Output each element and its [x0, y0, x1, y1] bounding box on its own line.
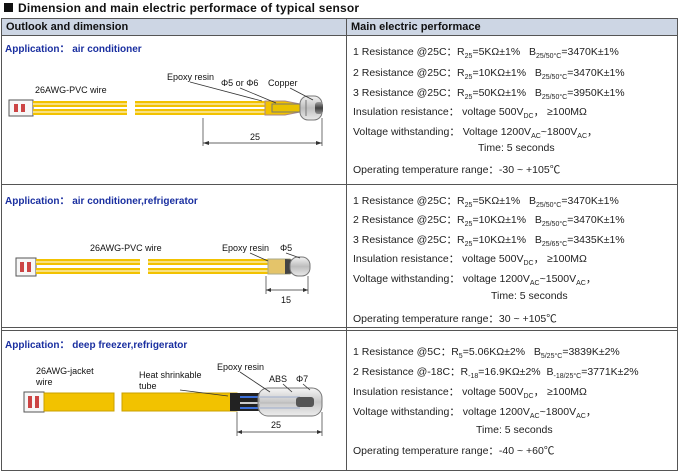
page-title: Dimension and main electric performace o…	[18, 1, 360, 15]
length-label: 25	[250, 132, 260, 142]
abs-label: ABS	[269, 374, 287, 384]
resistance-line: 1 Resistance @5C：R5=5.06KΩ±2% B5/25°C=38…	[353, 346, 620, 361]
connector-icon	[23, 391, 45, 413]
wire-label: 26AWG-PVC wire	[90, 243, 162, 253]
sensor-drawing-row1: 26AWG-PVC wire Epoxy resin Φ5 or Φ6 Copp…	[8, 72, 323, 146]
wire-label-2: wire	[35, 377, 53, 387]
connector-icon	[8, 99, 34, 117]
withstand-line: Voltage withstanding： Voltage 1200VAC~18…	[353, 126, 598, 141]
resistance-line: 1 Resistance @25C：R25=5KΩ±1% B25/50°C=34…	[353, 195, 619, 210]
resistance-line: 2 Resistance @25C：R25=10KΩ±1% B25/50°C=3…	[353, 214, 625, 229]
wire-label: 26AWG-PVC wire	[35, 85, 107, 95]
sensor-drawing-row3: 26AWG-jacket wire Heat shrinkable tube E…	[23, 362, 323, 436]
epoxy-label: Epoxy resin	[167, 72, 214, 82]
application-row3: Application： deep freezer,refrigerator	[5, 340, 188, 351]
resistance-line: 2 Resistance @-18C：R-18=16.9KΩ±2% B-18/2…	[353, 366, 639, 381]
heat-shrink-label-2: tube	[139, 381, 157, 391]
diameter-label: Φ7	[296, 374, 308, 384]
connector-icon	[15, 257, 37, 277]
time-line: Time: 5 seconds	[478, 142, 555, 154]
epoxy-label: Epoxy resin	[222, 243, 269, 253]
insulation-line: Insulation resistance： voltage 500VDC， ≥…	[353, 253, 587, 268]
application-row2: Application： air conditioner,refrigerato…	[5, 196, 198, 207]
sensor-drawing-row2: 26AWG-PVC wire Epoxy resin Φ5 15	[15, 243, 311, 305]
insulation-line: Insulation resistance： voltage 500VDC， ≥…	[353, 386, 587, 401]
diameter-label: Φ5	[280, 243, 292, 253]
title-bar: Dimension and main electric performace o…	[0, 0, 680, 17]
spec-table: Outlook and dimension Main electric perf…	[1, 18, 678, 471]
row-divider-2b	[2, 330, 677, 331]
resistance-line: 1 Resistance @25C：R25=5KΩ±1% B25/50°C=34…	[353, 46, 619, 61]
resistance-line: 2 Resistance @25C：R25=10KΩ±1% B25/50°C=3…	[353, 67, 625, 82]
time-line: Time: 5 seconds	[491, 290, 568, 302]
withstand-line: Voltage withstanding： voltage 1200VAC~15…	[353, 273, 597, 288]
row-divider-1	[2, 184, 677, 185]
wire-label: 26AWG-jacket	[36, 366, 94, 376]
copper-label: Copper	[268, 78, 298, 88]
withstand-line: Voltage withstanding： voltage 1200VAC~18…	[353, 406, 597, 421]
resistance-line: 3 Resistance @25C：R25=50KΩ±1% B25/50°C=3…	[353, 87, 625, 102]
temp-line: Operating temperature range：-30 ~ +105℃	[353, 164, 561, 176]
column-divider	[346, 19, 347, 470]
diameter-label: Φ5 or Φ6	[221, 78, 258, 88]
insulation-line: Insulation resistance： voltage 500VDC， ≥…	[353, 106, 587, 121]
length-label: 25	[271, 420, 281, 430]
resistance-line: 3 Resistance @25C：R25=10KΩ±1% B25/65°C=3…	[353, 234, 625, 249]
length-label: 15	[281, 295, 291, 305]
header-outlook: Outlook and dimension	[2, 19, 347, 36]
time-line: Time: 5 seconds	[476, 424, 553, 436]
heat-shrink-label: Heat shrinkable	[139, 370, 202, 380]
header-electric: Main electric performace	[347, 19, 677, 36]
application-row1: Application： air conditioner	[5, 44, 142, 55]
temp-line: Operating temperature range：30 ~ +105℃	[353, 313, 557, 325]
temp-line: Operating temperature range：-40 ~ +60℃	[353, 445, 555, 457]
row-divider-2	[2, 327, 677, 328]
epoxy-label: Epoxy resin	[217, 362, 264, 372]
title-bullet-icon	[4, 3, 13, 12]
